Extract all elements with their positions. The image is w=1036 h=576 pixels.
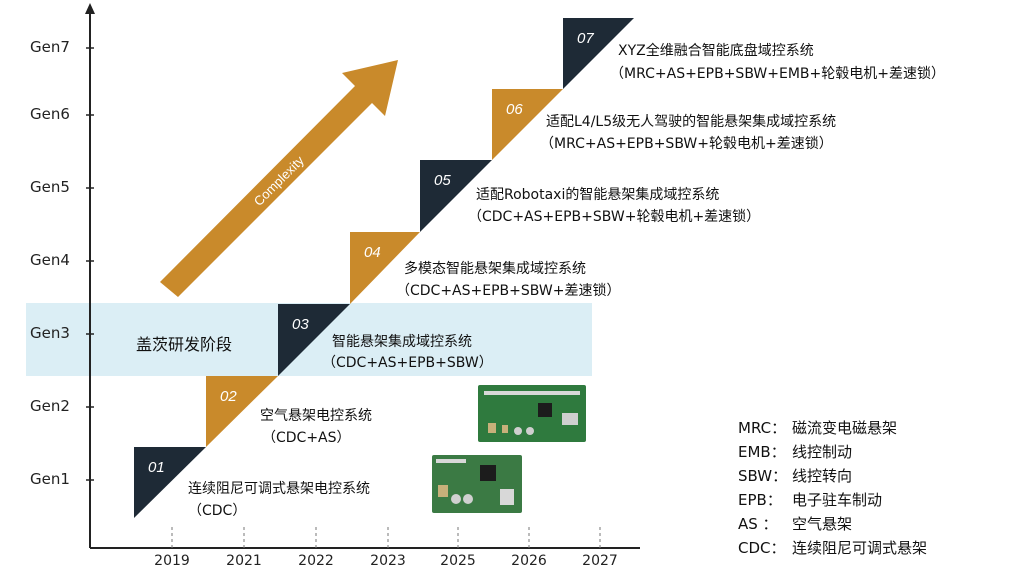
circuit-board-image-2	[432, 455, 522, 513]
x-tick-label-2019: 2019	[154, 553, 190, 569]
x-tick-label-2022: 2022	[298, 553, 334, 569]
step-06-title: 适配L4/L5级无人驾驶的智能悬架集成域控系统	[546, 114, 837, 130]
complexity-label: Complexity	[251, 152, 307, 208]
legend-item-mrc: MRC： 磁流变电磁悬架	[738, 419, 898, 437]
step-04-sub: （CDC+AS+EPB+SBW+差速锁）	[396, 283, 621, 299]
step-06-sub: （MRC+AS+EPB+SBW+轮毂电机+差速锁）	[540, 136, 833, 152]
step-01-triangle	[134, 447, 206, 518]
step-05-sub: （CDC+AS+EPB+SBW+轮毂电机+差速锁）	[468, 209, 761, 225]
step-07-number: 07	[577, 30, 594, 47]
legend-item-sbw: SBW： 线控转向	[738, 467, 853, 485]
step-05-triangle	[420, 160, 492, 232]
step-04-title: 多模态智能悬架集成域控系统	[404, 261, 586, 277]
step-03-triangle	[278, 304, 350, 376]
step-01-sub: （CDC）	[188, 503, 247, 519]
step-04-number: 04	[364, 244, 381, 261]
step-02-title: 空气悬架电控系统	[260, 408, 372, 424]
circuit-board-image-1	[478, 385, 586, 442]
x-tick-label-2027: 2027	[582, 553, 618, 569]
step-05-number: 05	[434, 172, 451, 189]
step-07-title: XYZ全维融合智能底盘域控系统	[618, 43, 814, 59]
research-band-label: 盖茨研发阶段	[136, 335, 233, 354]
legend-item-as: AS ：空气悬架	[738, 515, 853, 533]
y-tick-label-gen2: Gen2	[30, 397, 70, 415]
step-01-number: 01	[148, 459, 165, 476]
y-tick-label-gen6: Gen6	[30, 105, 70, 123]
step-01-title: 连续阻尼可调式悬架电控系统	[188, 481, 370, 497]
legend-item-cdc: CDC： 连续阻尼可调式悬架	[738, 539, 928, 557]
step-02-sub: （CDC+AS）	[262, 430, 351, 446]
y-tick-label-gen3: Gen3	[30, 324, 70, 342]
x-tick-label-2023: 2023	[370, 553, 406, 569]
y-tick-label-gen1: Gen1	[30, 470, 70, 488]
y-tick-label-gen7: Gen7	[30, 38, 70, 56]
y-tick-label-gen5: Gen5	[30, 178, 70, 196]
legend-item-emb: EMB： 线控制动	[738, 443, 853, 461]
step-03-number: 03	[292, 316, 309, 333]
x-tick-label-2026: 2026	[511, 553, 547, 569]
step-02-number: 02	[220, 388, 237, 405]
step-05-title: 适配Robotaxi的智能悬架集成域控系统	[476, 187, 720, 203]
step-07-sub: （MRC+AS+EPB+SBW+EMB+轮毂电机+差速锁）	[610, 66, 945, 82]
step-03-sub: （CDC+AS+EPB+SBW）	[322, 355, 493, 371]
y-axis-arrowhead	[85, 3, 95, 14]
x-tick-label-2025: 2025	[440, 553, 476, 569]
x-tick-label-2021: 2021	[226, 553, 262, 569]
step-03-title: 智能悬架集成域控系统	[332, 334, 472, 350]
step-07-triangle	[563, 18, 634, 89]
step-06-triangle	[492, 89, 563, 160]
legend-item-epb: EPB： 电子驻车制动	[738, 491, 883, 509]
step-02-triangle	[206, 376, 278, 447]
step-06-number: 06	[506, 101, 523, 118]
step-04-triangle	[350, 232, 420, 304]
y-tick-label-gen4: Gen4	[30, 251, 70, 269]
